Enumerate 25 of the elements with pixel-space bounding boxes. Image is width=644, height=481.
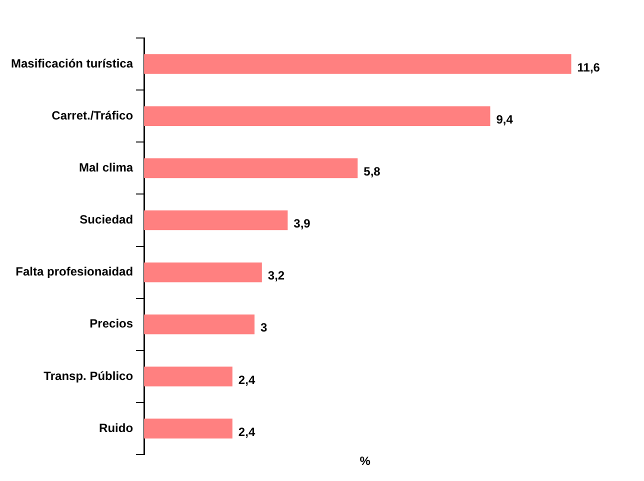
data-label: 11,6 — [577, 60, 600, 74]
data-label: 2,4 — [238, 424, 256, 439]
data-label: 3 — [260, 320, 268, 335]
data-label: 3,9 — [294, 216, 311, 231]
bar — [144, 262, 262, 282]
data-label: 2,4 — [238, 372, 256, 387]
x-axis-title: % — [360, 454, 371, 468]
y-tick-label: Transp. Público — [44, 368, 134, 383]
bar — [144, 158, 358, 178]
bar — [144, 366, 232, 386]
y-tick-label: Falta profesionaidad — [16, 264, 134, 279]
y-tick-label: Carret./Tráfico — [52, 108, 134, 122]
bar — [144, 54, 572, 74]
data-label: 9,4 — [496, 112, 514, 126]
bar — [144, 314, 255, 334]
y-tick-label: Ruido — [99, 420, 134, 435]
y-tick-label: Mal clima — [79, 160, 134, 174]
data-label: 3,2 — [268, 268, 285, 283]
y-tick-label: Masificación turística — [10, 56, 134, 70]
y-tick-label: Precios — [90, 316, 134, 331]
y-tick-label: Suciedad — [80, 212, 134, 227]
data-label: 5,8 — [364, 164, 381, 178]
bar — [144, 106, 490, 126]
bar — [144, 210, 288, 230]
bar — [144, 418, 232, 438]
